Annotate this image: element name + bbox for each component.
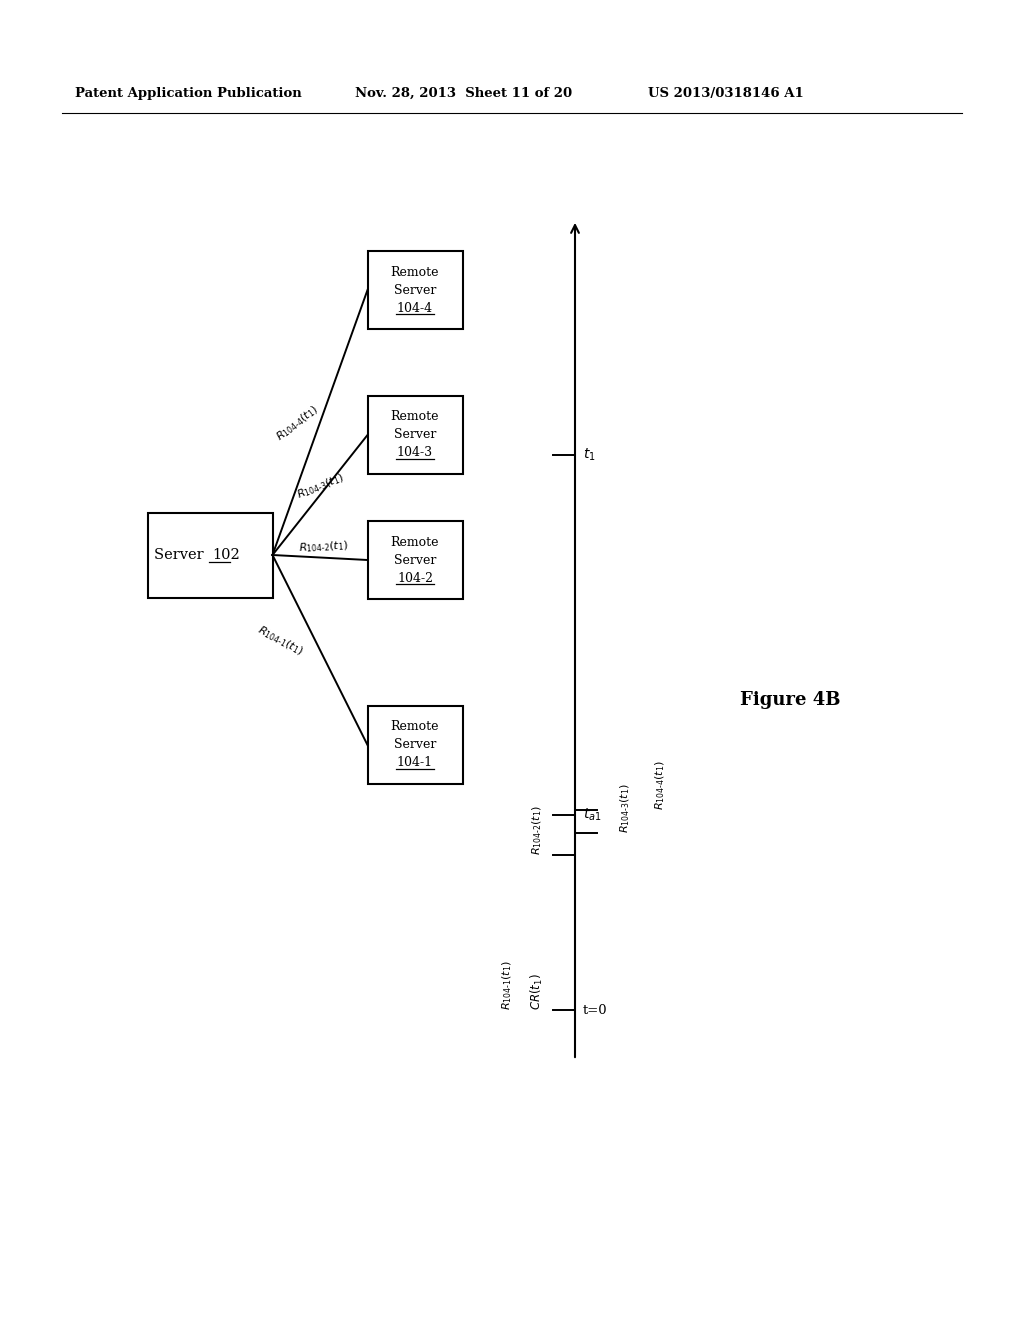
Text: $CR(t_1)$: $CR(t_1)$ <box>529 973 545 1010</box>
Text: Remote: Remote <box>391 265 439 279</box>
Text: $t_{a1}$: $t_{a1}$ <box>583 807 602 824</box>
Text: US 2013/0318146 A1: US 2013/0318146 A1 <box>648 87 804 99</box>
Bar <box>368 521 463 599</box>
Bar <box>368 706 463 784</box>
Text: $R_{104\text{-}4}(t_1)$: $R_{104\text{-}4}(t_1)$ <box>653 760 667 810</box>
Text: Patent Application Publication: Patent Application Publication <box>75 87 302 99</box>
Text: Server: Server <box>394 429 436 441</box>
Text: 104-4: 104-4 <box>397 301 433 314</box>
Bar <box>147 512 272 598</box>
Text: Figure 4B: Figure 4B <box>739 690 841 709</box>
Text: $R_{104\text{-}1}(t_1)$: $R_{104\text{-}1}(t_1)$ <box>500 960 514 1010</box>
Text: t=0: t=0 <box>583 1003 607 1016</box>
Bar <box>368 396 463 474</box>
Text: 102: 102 <box>212 548 240 562</box>
Text: 104-1: 104-1 <box>397 756 433 770</box>
Text: Server: Server <box>394 738 436 751</box>
Text: Remote: Remote <box>391 536 439 549</box>
Text: $R_{104\text{-}3}(t_1)$: $R_{104\text{-}3}(t_1)$ <box>295 470 346 502</box>
Text: Remote: Remote <box>391 721 439 734</box>
Text: $R_{104\text{-}2}(t_1)$: $R_{104\text{-}2}(t_1)$ <box>298 539 348 556</box>
Text: 104-2: 104-2 <box>397 572 433 585</box>
Text: Server: Server <box>394 284 436 297</box>
Text: $R_{104\text{-}2}(t_1)$: $R_{104\text{-}2}(t_1)$ <box>530 805 544 855</box>
Text: Nov. 28, 2013  Sheet 11 of 20: Nov. 28, 2013 Sheet 11 of 20 <box>355 87 572 99</box>
Text: $R_{104\text{-}3}(t_1)$: $R_{104\text{-}3}(t_1)$ <box>618 783 632 833</box>
Text: $R_{104\text{-}1}(t_1)$: $R_{104\text{-}1}(t_1)$ <box>255 623 306 659</box>
Text: Remote: Remote <box>391 411 439 424</box>
Bar <box>368 251 463 329</box>
Text: Server: Server <box>154 548 208 562</box>
Text: 104-3: 104-3 <box>397 446 433 459</box>
Text: $R_{104\text{-}4}(t_1)$: $R_{104\text{-}4}(t_1)$ <box>273 403 322 445</box>
Text: $t_1$: $t_1$ <box>583 446 596 463</box>
Text: Server: Server <box>394 553 436 566</box>
